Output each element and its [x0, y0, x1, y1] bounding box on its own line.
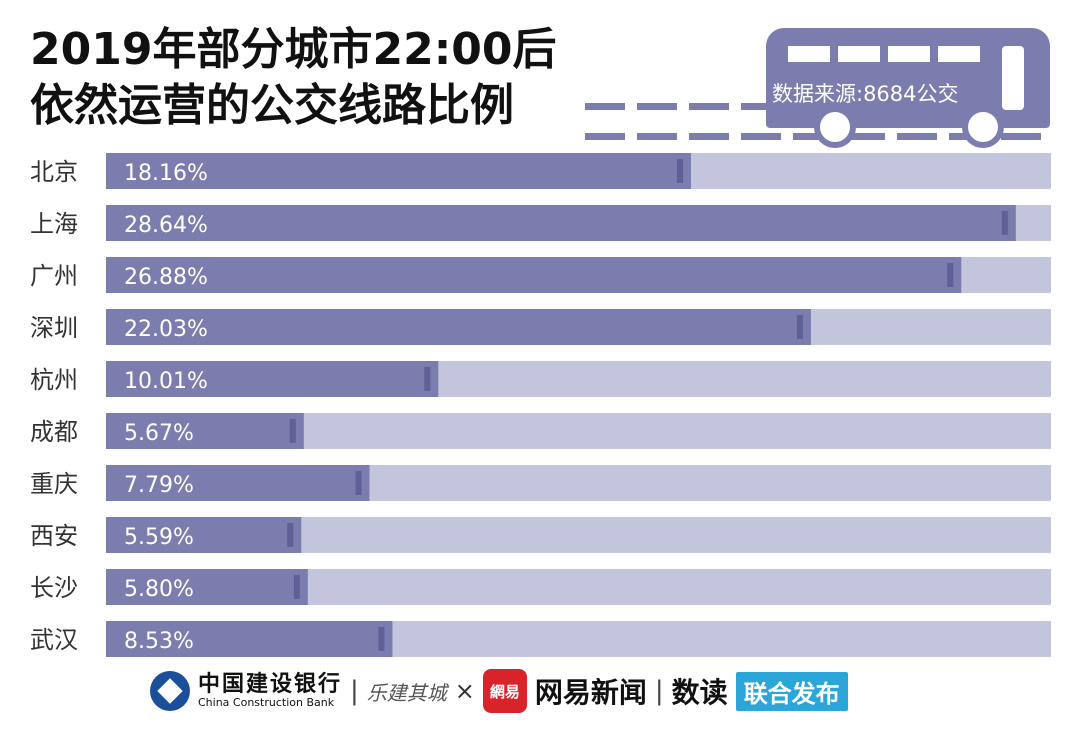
value-label: 8.53% [124, 629, 194, 654]
category-label: 长沙 [30, 574, 78, 602]
bar [106, 309, 811, 345]
chart-title: 2019年部分城市22:00后 依然运营的公交线路比例 [30, 22, 557, 134]
bus-icon: 数据来源:8684公交 [766, 28, 1050, 148]
bar-end-mark [1001, 211, 1008, 235]
shudu-name: 数读 [671, 676, 728, 709]
bar-end-mark [947, 263, 954, 287]
category-label: 成都 [30, 418, 78, 446]
bus-wheel [814, 106, 856, 148]
value-label: 18.16% [124, 161, 208, 186]
bar [106, 361, 439, 397]
bar-end-mark [676, 159, 683, 183]
bar-chart: 北京 18.16% 上海 28.64% 广州 26.88% 深圳 22.03% 杭州 10.01%… [30, 153, 1051, 657]
ccb-name-en: China Construction Bank [198, 696, 335, 710]
value-label: 10.01% [124, 369, 208, 394]
bar-end-mark [424, 367, 431, 391]
category-label: 杭州 [30, 366, 78, 394]
collab-times-icon: × [454, 677, 475, 705]
category-label: 西安 [30, 522, 78, 550]
netease-news-name: 网易新闻 [534, 676, 647, 709]
data-source: 数据来源:8684公交 [772, 82, 959, 106]
bus-window [888, 46, 930, 62]
bus-wheel [962, 106, 1004, 148]
category-label: 重庆 [30, 470, 78, 498]
category-label: 北京 [30, 158, 78, 186]
bar [106, 517, 302, 553]
chart-title-line-1: 2019年部分城市22:00后 [30, 24, 557, 75]
bus-window [938, 46, 980, 62]
bar-end-mark [289, 419, 296, 443]
bar [106, 465, 370, 501]
value-label: 26.88% [124, 265, 208, 290]
bar-end-mark [293, 575, 300, 599]
bar [106, 413, 304, 449]
value-label: 28.64% [124, 213, 208, 238]
footer-publishers: 中国建设银行 China Construction Bank | 乐建其城 × … [150, 666, 848, 716]
value-label: 5.59% [124, 525, 194, 550]
category-label: 上海 [30, 210, 78, 238]
bar [106, 205, 1016, 241]
bus-door [1002, 46, 1024, 110]
category-label: 武汉 [30, 626, 78, 654]
ccb-logo-icon [150, 671, 190, 711]
bus-window [788, 46, 830, 62]
netease-logo-icon: 網易 [482, 669, 527, 713]
bar-end-mark [796, 315, 803, 339]
bar-end-mark [287, 523, 294, 547]
bar [106, 569, 308, 605]
category-label: 广州 [30, 262, 78, 290]
ccb-name-cn: 中国建设银行 [198, 671, 343, 697]
joint-release-badge: 联合发布 [735, 671, 848, 711]
lejian-logo: 乐建其城 [366, 680, 447, 705]
value-label: 7.79% [124, 473, 194, 498]
chart-title-line-2: 依然运营的公交线路比例 [30, 80, 514, 131]
bar-end-mark [355, 471, 362, 495]
bar [106, 621, 393, 657]
value-label: 22.03% [124, 317, 208, 342]
value-label: 5.80% [124, 577, 194, 602]
category-label: 深圳 [30, 314, 78, 342]
bar-end-mark [378, 627, 385, 651]
footer-separator: | [350, 676, 359, 706]
bus-window [838, 46, 880, 62]
bar [106, 153, 691, 189]
value-label: 5.67% [124, 421, 194, 446]
footer-separator: | [654, 676, 664, 706]
ccb-logo: 中国建设银行 China Construction Bank [198, 671, 343, 710]
bar [106, 257, 962, 293]
